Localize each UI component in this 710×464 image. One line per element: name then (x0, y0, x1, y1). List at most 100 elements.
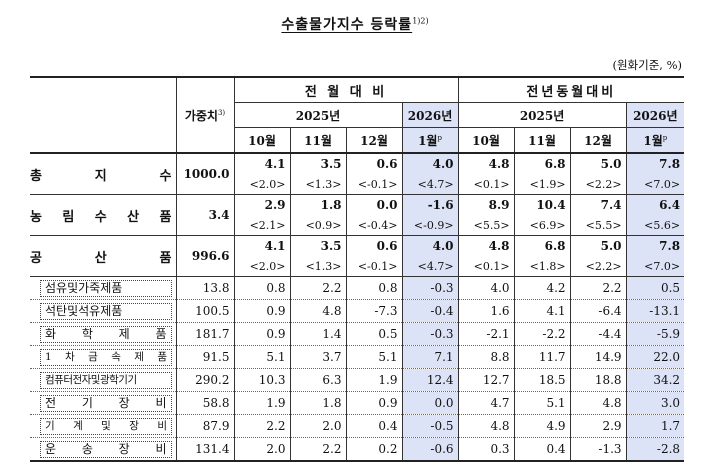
yoy-value: 6.8 (513, 235, 571, 256)
subrow-name: 전 기 장 비 (30, 392, 176, 415)
mom-value: 7.1 (401, 345, 459, 369)
yoy-value: 4.7 (457, 391, 515, 415)
yoy-value: 0.5 (625, 276, 685, 300)
yoy-contribution: <0.1> (457, 174, 515, 195)
row-name: 총 지 수 (30, 153, 176, 195)
yoy-value: 3.0 (625, 391, 685, 415)
yoy-value: -4.4 (569, 322, 627, 346)
subrow-label: 전 기 장 비 (40, 394, 172, 412)
yoy-value: -6.4 (569, 299, 627, 323)
mom-contribution: <-0.4> (345, 215, 402, 236)
mom-contribution: <-0.1> (345, 174, 402, 195)
mom-contribution: <1.3> (289, 256, 346, 277)
mom-year-2025: 2025년 (233, 102, 402, 128)
subrow-weight: 91.5 (175, 345, 234, 369)
subrow-weight: 87.9 (175, 414, 234, 438)
corner-cell-2 (30, 103, 176, 128)
yoy-value: 14.9 (569, 345, 627, 369)
mom-value: 5.1 (345, 345, 402, 369)
yoy-month-2: 11월 (513, 127, 571, 153)
subrow-name: 화 학 제 품 (30, 323, 176, 346)
mom-value: -0.3 (401, 276, 459, 300)
mom-contribution: <2.0> (233, 174, 290, 195)
corner-cell-3 (30, 128, 176, 154)
table-row: 석탄및석유제품 100.5 0.9 4.8 -7.3 -0.4 1.6 4.1 -6.4 -13.… (30, 299, 685, 323)
mom-value: 1.4 (289, 322, 346, 346)
mom-value: 6.3 (289, 368, 346, 392)
yoy-value: 5.0 (569, 235, 627, 256)
mom-value: -7.3 (345, 299, 402, 323)
price-index-table: 가중치3) 전 월 대 비 전년동월대비 2025년 2026년 2025년 2… (30, 76, 685, 462)
row-weight: 1000.0 (175, 153, 234, 195)
mom-contribution: <-0.9> (401, 215, 459, 236)
mom-contribution: <1.3> (289, 174, 346, 195)
yoy-value: -13.1 (625, 299, 685, 323)
yoy-value: 4.2 (513, 276, 571, 300)
row-weight: 996.6 (175, 235, 234, 277)
yoy-value: 4.8 (569, 391, 627, 415)
table-row-contribution: <2.0> <1.3> <-0.1> <4.7> <0.1> <1.8> <2.2> <7.0… (30, 256, 685, 277)
mom-month-4: 1월p (401, 127, 459, 153)
mom-contribution: <4.7> (401, 256, 459, 277)
yoy-year-2025: 2025년 (457, 102, 627, 128)
yoy-value: -2.2 (513, 322, 571, 346)
row-label: 농 림 수 산 품 (30, 209, 172, 225)
yoy-value: 8.9 (457, 194, 515, 215)
yoy-value: -2.1 (457, 322, 515, 346)
subrow-label: 석탄및석유제품 (40, 302, 172, 320)
subrow-weight: 100.5 (175, 299, 234, 323)
mom-value: -0.6 (401, 437, 459, 461)
mom-value: 3.5 (289, 235, 346, 256)
mom-value: 4.8 (289, 299, 346, 323)
yoy-value: 4.1 (513, 299, 571, 323)
yoy-value: 6.4 (625, 194, 685, 215)
table-row: 기 계 및 장 비 87.9 2.2 2.0 0.4 -0.5 4.8 4.9 2.9 1.7 (30, 414, 685, 438)
yoy-value: 5.0 (569, 153, 627, 174)
mom-value: 5.1 (233, 345, 290, 369)
mom-value: 0.9 (233, 322, 290, 346)
yoy-value: 2.2 (569, 276, 627, 300)
mom-contribution: <-0.1> (345, 256, 402, 277)
yoy-value: 18.5 (513, 368, 571, 392)
subrow-label: 화 학 제 품 (40, 325, 172, 343)
yoy-contribution: <2.2> (569, 256, 627, 277)
yoy-year-2026: 2026년 (625, 102, 685, 128)
mom-month-3: 12월 (345, 127, 402, 153)
table-row: 전 기 장 비 58.8 1.9 1.8 0.9 0.0 4.7 5.1 4.8 3.0 (30, 391, 685, 415)
yoy-value: 22.0 (625, 345, 685, 369)
mom-value: 0.8 (345, 276, 402, 300)
subrow-label: 운 송 장 비 (40, 440, 172, 458)
mom-value: 0.6 (345, 153, 402, 174)
mom-value: 2.0 (289, 414, 346, 438)
mom-value: 1.9 (345, 368, 402, 392)
mom-value: 3.5 (289, 153, 346, 174)
mom-value: 0.9 (345, 391, 402, 415)
subrow-name: 석탄및석유제품 (30, 300, 176, 323)
table-row: 화 학 제 품 181.7 0.9 1.4 0.5 -0.3 -2.1 -2.2 -4.4 -5.… (30, 322, 685, 346)
table-row-contribution: <2.1> <0.9> <-0.4> <-0.9> <5.5> <6.9> <5.5> <5.… (30, 215, 685, 236)
yoy-value: 5.1 (513, 391, 571, 415)
yoy-month-3: 12월 (569, 127, 627, 153)
mom-value: -0.3 (401, 322, 459, 346)
mom-value: 0.4 (345, 414, 402, 438)
table-body: 총 지 수 1000.0 4.1 3.5 0.6 4.0 4.8 6.8 5.0 7.8 <2.0>… (30, 153, 685, 461)
mom-value: 0.9 (233, 299, 290, 323)
mom-value: 10.3 (233, 368, 290, 392)
yoy-value: 4.8 (457, 235, 515, 256)
mom-value: 2.2 (289, 437, 346, 461)
yoy-value: 4.0 (457, 276, 515, 300)
table-row: 1 차 금 속 제 품 91.5 5.1 3.7 5.1 7.1 8.8 11.7 14.9 22… (30, 345, 685, 369)
subrow-weight: 13.8 (175, 276, 234, 300)
mom-value: 0.0 (401, 391, 459, 415)
row-weight: 3.4 (175, 194, 234, 236)
mom-value: 0.6 (345, 235, 402, 256)
mom-month-1: 10월 (233, 127, 290, 153)
table-row: 공 산 품 996.6 4.1 3.5 0.6 4.0 4.8 6.8 5.0 7.8 (30, 235, 685, 277)
subrow-weight: 58.8 (175, 391, 234, 415)
mom-contribution: <4.7> (401, 174, 459, 195)
subrow-weight: 131.4 (175, 437, 234, 461)
mom-value: 2.0 (233, 437, 290, 461)
yoy-value: 4.8 (457, 414, 515, 438)
row-name: 농 림 수 산 품 (30, 195, 176, 236)
subrow-name: 섬유및가죽제품 (30, 277, 176, 300)
